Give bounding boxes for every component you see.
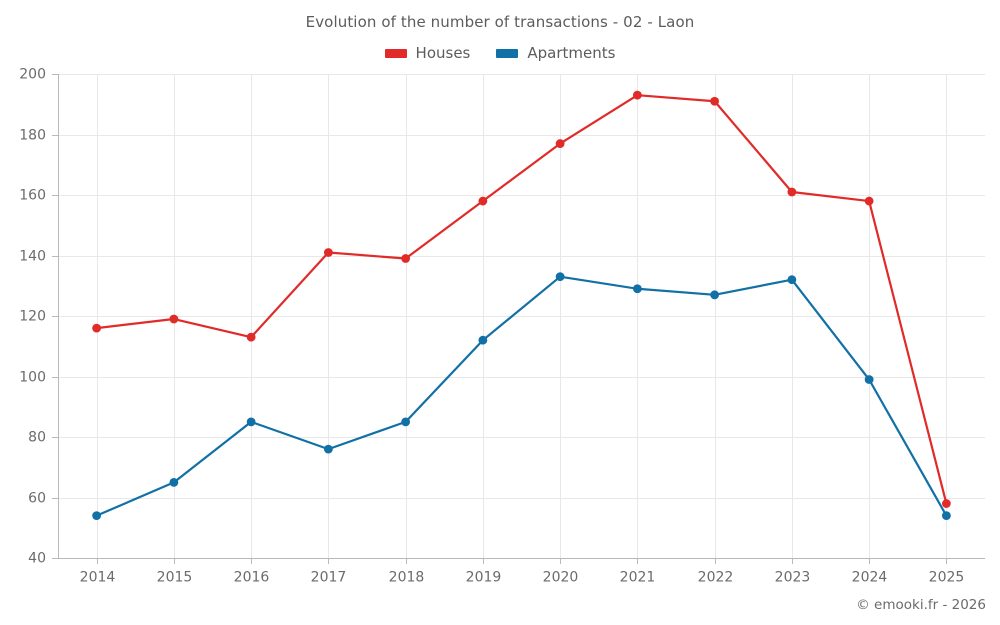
x-axis-tick-label: 2024 xyxy=(852,570,888,586)
data-point[interactable]: Apartments 2021: 129 xyxy=(632,284,642,294)
data-point[interactable]: Houses 2025: 58 xyxy=(941,499,951,508)
x-axis-tick-label: 2014 xyxy=(80,570,116,586)
data-point[interactable]: Apartments 2018: 85 xyxy=(401,417,411,427)
series-line-houses xyxy=(95,94,948,505)
legend-swatch-houses xyxy=(384,48,407,58)
legend-label-houses: Houses xyxy=(415,44,471,62)
chart-title: Evolution of the number of transactions … xyxy=(305,13,695,31)
data-point[interactable]: Houses 2019: 158 xyxy=(478,196,488,206)
data-point[interactable]: Apartments 2023: 132 xyxy=(787,275,797,285)
data-point[interactable]: Apartments 2017: 76 xyxy=(323,444,333,454)
data-point[interactable]: Houses 2021: 193 xyxy=(632,90,642,100)
data-point[interactable]: Apartments 2022: 127 xyxy=(710,290,720,300)
x-axis-tick-label: 2015 xyxy=(157,570,193,586)
data-point[interactable]: Apartments 2015: 65 xyxy=(169,477,179,487)
data-point[interactable]: Houses 2016: 113 xyxy=(246,332,256,342)
series-houses: Houses 2014: 116 Houses 2015: 119 Houses 2… xyxy=(92,90,951,508)
y-axis-tick-label: 180 xyxy=(19,128,46,144)
data-point[interactable]: Apartments 2020: 133 xyxy=(555,272,565,282)
data-point[interactable]: Houses 2020: 177 xyxy=(555,139,565,148)
series-line-apartments xyxy=(95,275,948,517)
legend-item-houses[interactable]: Houses xyxy=(384,44,471,62)
legend-item-apartments[interactable]: Apartments xyxy=(496,44,615,62)
legend-label-apartments: Apartments xyxy=(527,44,616,62)
y-axis-tick-label: 200 xyxy=(19,67,46,83)
data-point[interactable]: Houses 2017: 141 xyxy=(323,248,333,257)
y-axis-tick-label: 80 xyxy=(28,430,46,446)
data-point[interactable]: Houses 2014: 116 xyxy=(92,323,102,333)
data-point[interactable]: Apartments 2024: 99 xyxy=(864,375,874,384)
y-axis-tick-label: 120 xyxy=(19,309,46,325)
x-axis-tick-label: 2025 xyxy=(929,570,965,586)
x-axis-tick-label: 2018 xyxy=(389,570,425,586)
data-point[interactable]: Houses 2024: 158 xyxy=(864,196,874,206)
data-point[interactable]: Apartments 2019: 112 xyxy=(478,335,488,345)
data-point[interactable]: Houses 2022: 191 xyxy=(710,96,720,106)
series-apartments: Apartments 2014: 54 Apartments 2015: 65 Ap… xyxy=(92,272,951,521)
data-point[interactable]: Apartments 2014: 54 xyxy=(92,511,102,521)
x-axis-tick-label: 2016 xyxy=(234,570,270,586)
data-point[interactable]: Apartments 2016: 85 xyxy=(246,417,256,427)
y-axis-tick-label: 100 xyxy=(19,370,46,386)
data-point[interactable]: Houses 2015: 119 xyxy=(169,314,179,324)
y-axis-tick-label: 140 xyxy=(19,249,46,265)
y-axis-tick-label: 160 xyxy=(19,188,46,204)
chart-legend: Houses Apartments xyxy=(0,44,1000,62)
x-axis-tick-label: 2022 xyxy=(698,570,734,586)
data-point[interactable]: Apartments 2025: 54 xyxy=(941,511,951,521)
x-axis-tick-label: 2017 xyxy=(311,570,347,586)
legend-swatch-apartments xyxy=(496,48,519,58)
copyright-credit: © emooki.fr - 2026 xyxy=(856,597,986,613)
y-axis-tick-label: 60 xyxy=(28,491,46,507)
x-axis-tick-label: 2021 xyxy=(620,570,656,586)
y-axis-tick-label: 40 xyxy=(28,551,46,567)
data-point[interactable]: Houses 2018: 139 xyxy=(401,254,411,263)
x-axis-tick-label: 2023 xyxy=(775,570,811,586)
data-point[interactable]: Houses 2023: 161 xyxy=(787,187,797,197)
x-axis-tick-label: 2019 xyxy=(466,570,502,586)
x-axis-tick-label: 2020 xyxy=(543,570,579,586)
